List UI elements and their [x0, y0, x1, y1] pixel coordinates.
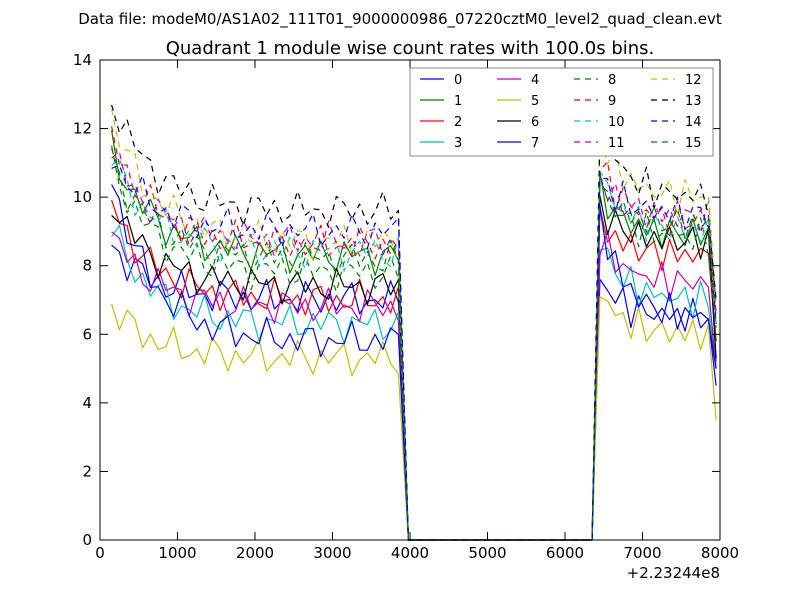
- y-tick-label: 12: [73, 120, 92, 138]
- chart-title: Quadrant 1 module wise count rates with …: [166, 38, 655, 59]
- x-tick-label: 7000: [623, 544, 661, 562]
- legend-label-13: 13: [685, 94, 702, 109]
- x-tick-label: 8000: [701, 544, 739, 562]
- x-tick-label: 5000: [468, 544, 506, 562]
- x-offset-label: +2.23244e8: [627, 564, 720, 582]
- series-layer: [111, 104, 717, 541]
- series-line-5: [111, 296, 717, 541]
- x-tick-label: 6000: [546, 544, 584, 562]
- legend-label-0: 0: [454, 73, 462, 88]
- y-tick-label: 4: [82, 394, 92, 412]
- series-line-3: [111, 224, 717, 541]
- legend-label-4: 4: [531, 73, 539, 88]
- series-line-12: [111, 109, 717, 541]
- series-line-6: [111, 195, 717, 541]
- legend-label-3: 3: [454, 136, 462, 151]
- y-tick-label: 8: [82, 257, 92, 275]
- legend-label-6: 6: [531, 115, 539, 130]
- legend-label-9: 9: [608, 94, 616, 109]
- series-line-2: [111, 199, 717, 541]
- legend-label-12: 12: [685, 73, 702, 88]
- legend-label-15: 15: [685, 136, 702, 151]
- x-tick-label: 3000: [313, 544, 351, 562]
- x-tick-label: 1000: [158, 544, 196, 562]
- y-tick-label: 2: [82, 462, 92, 480]
- legend-label-10: 10: [608, 115, 625, 130]
- x-tick-label: 0: [95, 544, 105, 562]
- series-line-11: [111, 151, 717, 541]
- series-line-13: [111, 104, 717, 541]
- chart-supertitle: Data file: modeM0/AS1A02_111T01_90000009…: [78, 10, 722, 29]
- legend-label-11: 11: [608, 136, 625, 151]
- series-line-15: [111, 148, 717, 541]
- y-tick-label: 0: [82, 531, 92, 549]
- legend-label-5: 5: [531, 94, 539, 109]
- y-tick-label: 6: [82, 325, 92, 343]
- series-line-14: [111, 164, 717, 541]
- y-tick-label: 10: [73, 188, 92, 206]
- x-tick-label: 2000: [236, 544, 274, 562]
- legend-box: [409, 67, 714, 157]
- legend-label-7: 7: [531, 136, 539, 151]
- legend-label-2: 2: [454, 115, 462, 130]
- series-line-7: [111, 184, 717, 541]
- x-tick-label: 4000: [391, 544, 429, 562]
- legend-label-14: 14: [685, 115, 702, 130]
- axes-layer: 0 1000 2000 3000 4000 5000 6000 7000 80000246810…: [73, 51, 739, 562]
- y-tick-label: 14: [73, 51, 92, 69]
- series-line-8: [111, 145, 717, 541]
- legend-label-8: 8: [608, 73, 616, 88]
- legend-label-1: 1: [454, 94, 462, 109]
